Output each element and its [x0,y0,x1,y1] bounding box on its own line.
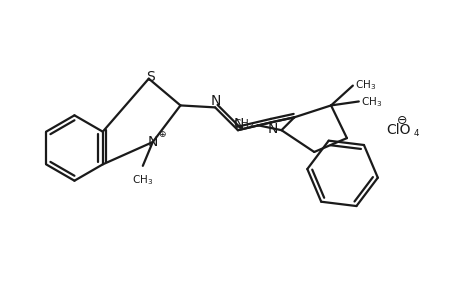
Text: N: N [267,122,277,136]
Text: $_4$: $_4$ [412,126,420,139]
Text: ⊖: ⊖ [396,114,407,127]
Text: N: N [211,94,221,109]
Text: CH$_3$: CH$_3$ [232,117,253,131]
Text: N: N [233,117,244,131]
Text: N: N [147,135,157,149]
Text: ClO: ClO [386,123,410,137]
Text: S: S [146,70,155,84]
Text: ⊕: ⊕ [157,130,165,139]
Text: CH$_3$: CH$_3$ [360,95,381,109]
Text: CH$_3$: CH$_3$ [132,173,153,187]
Text: CH$_3$: CH$_3$ [354,78,375,92]
